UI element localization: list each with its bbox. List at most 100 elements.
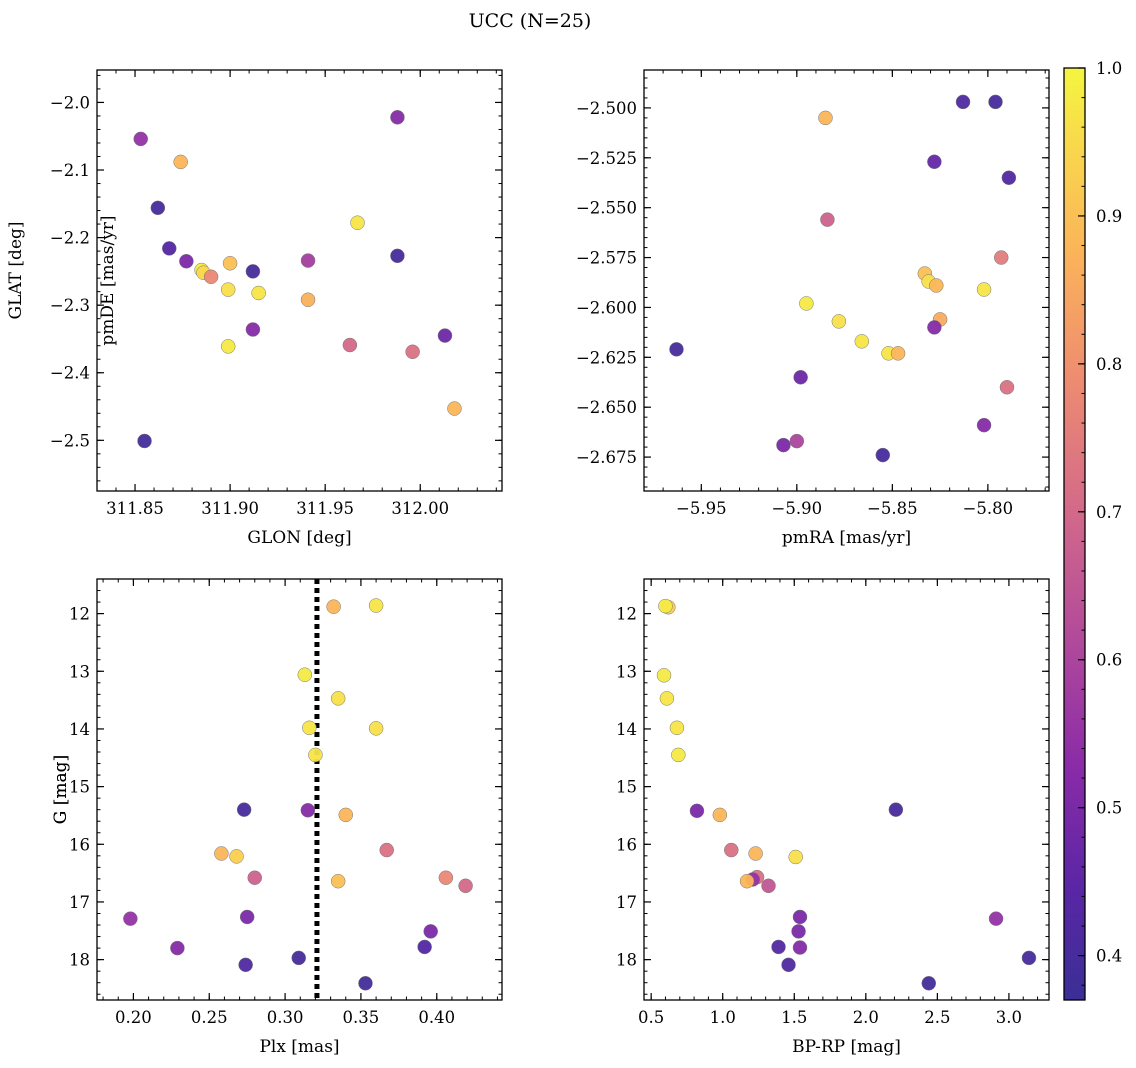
y-tick-label: −2.650 <box>576 398 637 417</box>
data-point <box>170 940 185 956</box>
x-tick-label: −5.95 <box>676 499 727 518</box>
data-point <box>220 339 236 354</box>
data-point <box>203 269 219 285</box>
x-tick-label: 312.00 <box>391 499 449 518</box>
data-point <box>831 314 847 329</box>
y-tick-label: 16 <box>616 835 637 854</box>
y-tick-label: −2.0 <box>50 93 90 112</box>
x-tick-label: 311.95 <box>296 499 354 518</box>
data-point <box>133 131 148 147</box>
panel-2: −5.95 −5.90 −5.85 −5.80 −2.500 −2.525 −2.550 −2… <box>98 69 1050 548</box>
data-point <box>771 939 786 955</box>
data-point <box>300 292 316 308</box>
y-tick-label: −2.525 <box>576 149 637 168</box>
data-point <box>236 802 252 817</box>
data-point <box>458 878 473 894</box>
data-point <box>338 807 354 823</box>
data-point <box>379 842 394 858</box>
y-tick-label: −2.5 <box>50 431 90 450</box>
x-tick-label: −5.90 <box>772 499 823 518</box>
data-point <box>791 924 806 939</box>
x-tick-label: 0.35 <box>343 1008 380 1027</box>
data-point <box>291 950 306 966</box>
data-point <box>405 344 420 360</box>
data-point <box>437 328 453 343</box>
colorbar-tick-label: 1.0 <box>1096 59 1122 78</box>
colorbar: 0.4 0.5 0.6 0.7 0.8 0.9 1.0 <box>1063 59 1122 1001</box>
data-point <box>689 803 705 819</box>
data-point <box>976 417 992 433</box>
data-point <box>921 976 937 991</box>
data-point <box>656 668 672 683</box>
data-point <box>658 598 673 614</box>
colorbar-gradient <box>1064 68 1085 1000</box>
y-axis-label: pmDE [mas/yr] <box>98 215 118 345</box>
y-tick-label: 13 <box>69 662 90 681</box>
x-tick-label: 0.5 <box>638 1008 664 1027</box>
y-tick-label: 12 <box>616 605 637 624</box>
colorbar-tick-label: 0.7 <box>1096 503 1122 522</box>
y-tick-label: 18 <box>616 951 637 970</box>
data-point <box>229 849 244 864</box>
data-point <box>927 320 942 335</box>
colorbar-frame <box>1063 67 1086 1001</box>
y-tick-label: −2.2 <box>50 229 90 248</box>
data-point <box>976 282 992 297</box>
colorbar-tick-label: 0.9 <box>1096 207 1122 226</box>
data-point <box>179 253 194 269</box>
data-point <box>326 599 341 614</box>
data-point <box>447 401 462 416</box>
data-point <box>220 282 236 297</box>
data-point <box>854 334 870 349</box>
data-point <box>927 154 942 170</box>
data-point <box>330 691 346 706</box>
data-point <box>238 957 253 973</box>
data-point <box>955 94 971 110</box>
y-tick-label: 17 <box>616 893 637 912</box>
data-point <box>739 873 755 889</box>
y-tick-label: −2.4 <box>50 364 90 383</box>
data-point <box>214 846 229 861</box>
data-point <box>300 253 316 268</box>
data-point <box>247 870 263 885</box>
data-point <box>417 939 432 955</box>
data-point <box>368 721 384 736</box>
x-tick-label: 1.5 <box>781 1008 807 1027</box>
data-point <box>792 909 808 925</box>
data-point <box>888 802 904 817</box>
x-tick-label: 2.5 <box>924 1008 950 1027</box>
axes-frame <box>643 578 1050 1001</box>
colorbar-tick-label: 0.6 <box>1096 651 1122 670</box>
x-axis-label: BP-RP [mag] <box>792 1037 901 1057</box>
data-point <box>818 110 833 126</box>
data-point <box>669 720 685 736</box>
data-point <box>330 873 346 889</box>
x-tick-label: 0.30 <box>267 1008 304 1027</box>
data-point <box>792 940 808 955</box>
x-tick-label: 311.85 <box>106 499 164 518</box>
data-point <box>245 264 261 279</box>
data-point <box>724 842 739 858</box>
data-point <box>239 909 255 925</box>
data-point <box>358 976 373 991</box>
y-axis-label: G [mag] <box>51 755 71 824</box>
data-point <box>712 807 728 823</box>
y-tick-label: 17 <box>69 893 90 912</box>
panel-4: 0.5 1.0 1.5 2.0 2.5 3.0 12 13 14 15 16 17 18 BP-RP [m… <box>51 578 1050 1057</box>
x-tick-label: −5.80 <box>963 499 1014 518</box>
y-axis-label: GLAT [deg] <box>6 221 26 319</box>
y-tick-label: −2.500 <box>576 99 637 118</box>
y-tick-label: −2.1 <box>50 161 90 180</box>
x-axis-label: pmRA [mas/yr] <box>782 528 911 548</box>
x-axis-label: GLON [deg] <box>247 528 351 548</box>
x-tick-label: 3.0 <box>996 1008 1022 1027</box>
y-tick-label: −2.675 <box>576 448 637 467</box>
data-point <box>390 110 405 125</box>
axes-frame <box>643 69 1050 492</box>
data-point <box>162 241 177 256</box>
data-point <box>999 379 1015 395</box>
data-point <box>350 215 365 230</box>
data-point <box>1001 170 1017 185</box>
panel-3: 0.20 0.25 0.30 0.35 0.40 12 13 14 15 16 17 18 Plx [m… <box>51 578 503 1057</box>
